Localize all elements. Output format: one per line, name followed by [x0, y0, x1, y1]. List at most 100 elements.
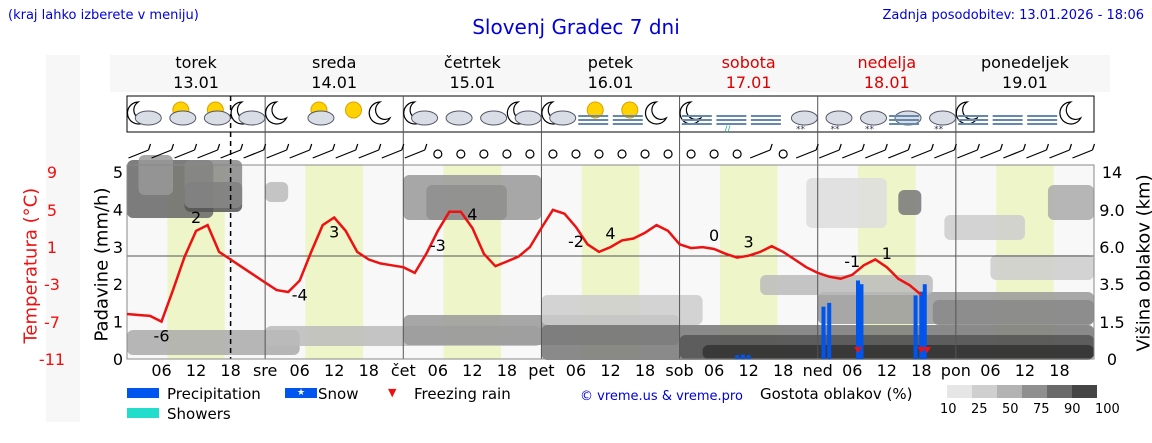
wind-barb-icon	[128, 149, 149, 159]
cloud-patch	[127, 330, 300, 355]
wind-barb-flag	[378, 143, 382, 151]
wind-barb-icon	[911, 149, 932, 159]
wind-barb-flag	[240, 143, 244, 151]
cloud-icon	[480, 110, 508, 126]
snow-star-icon: ★	[285, 388, 317, 398]
snow-cloud-icon: **	[790, 110, 818, 135]
wind-barb-flag	[1091, 143, 1096, 151]
x-tick-label: sre	[253, 361, 277, 380]
temperature-label: 2	[191, 208, 201, 227]
wind-barb-icon	[358, 149, 379, 159]
wind-calm-icon	[663, 149, 673, 159]
snow-cloud-icon: **	[929, 110, 957, 135]
wind-barb-icon	[749, 149, 771, 159]
moon-icon	[368, 101, 392, 125]
fog-sun-icon	[612, 101, 643, 125]
cloud-scale-label: 50	[1002, 402, 1019, 417]
cloud-scale-swatch	[947, 385, 972, 398]
temperature-tick: -11	[39, 350, 65, 369]
wind-calm-icon	[456, 149, 466, 159]
wind-barb-icon	[1072, 149, 1093, 159]
temperature-tick: 9	[47, 163, 57, 182]
x-tick-label: 06	[289, 361, 309, 380]
wind-barb-flag	[861, 143, 865, 151]
showers-swatch	[127, 408, 159, 418]
day-date: 18.01	[863, 73, 910, 92]
cloud-icon	[445, 110, 473, 126]
cloud-patch	[184, 160, 243, 208]
svg-text:**: **	[865, 125, 875, 135]
fog-icon	[992, 115, 1023, 125]
freezing-rain-marker	[854, 347, 863, 353]
snow-cloud-icon: **	[860, 110, 888, 135]
precipitation-tick: 2	[113, 275, 123, 294]
x-tick-label: 12	[462, 361, 482, 380]
plot-frame	[126, 164, 1095, 360]
cloud-patch	[138, 155, 174, 195]
wind-calm-icon	[571, 149, 581, 159]
x-tick-label: 06	[704, 361, 724, 380]
precipitation-bars	[735, 280, 932, 359]
location-menu-note: (kraj lahko izberete v meniju)	[8, 8, 199, 23]
temperature-label: -3	[982, 0, 998, 4]
wind-calm-icon	[686, 149, 696, 159]
temperature-label: -4	[1075, 0, 1091, 4]
sun-cloud-icon	[307, 101, 335, 126]
wind-barb-icon	[151, 149, 172, 159]
wind-calm-icon	[617, 149, 627, 159]
day-name: četrtek	[443, 53, 501, 72]
wind-barb-flag	[217, 143, 221, 151]
x-tick-label: 06	[980, 361, 1000, 380]
wind-barb-flag	[1068, 143, 1073, 151]
temperature-line	[126, 208, 923, 324]
fog-sun-icon	[578, 101, 609, 125]
temperature-tick: 5	[47, 201, 57, 220]
temperature-label: 4	[605, 224, 615, 243]
wind-barb-icon	[312, 149, 333, 159]
precipitation-bar	[913, 295, 918, 359]
x-tick-label: 18	[635, 361, 655, 380]
precipitation-tick: 5	[113, 163, 123, 182]
wind-calm-icon	[709, 149, 719, 159]
x-tick-label: 06	[842, 361, 862, 380]
day-date: 17.01	[725, 73, 772, 92]
moon-cloud-icon	[126, 101, 162, 126]
day-header-strip	[110, 55, 1110, 92]
x-tick-label: 18	[1049, 361, 1069, 380]
cloud-scale-swatch	[1072, 385, 1097, 398]
cloud-scale-label: 75	[1033, 402, 1050, 417]
x-tick-label: 12	[324, 361, 344, 380]
precipitation-bar	[740, 354, 745, 359]
wind-barb-icon	[980, 149, 1001, 159]
x-tick-label: 12	[738, 361, 758, 380]
wind-barb-flag	[838, 143, 842, 151]
cloud-patch	[1047, 185, 1094, 220]
wind-calm-icon	[594, 149, 604, 159]
x-tick-label: 18	[911, 361, 931, 380]
wind-barb-icon	[795, 149, 817, 159]
cloud-height-tick: 3.5	[1099, 275, 1124, 294]
precipitation-bar	[746, 355, 751, 359]
sun-cloud-icon	[169, 101, 197, 126]
wind-barb-icon	[1003, 149, 1024, 159]
day-date: 15.01	[449, 73, 496, 92]
left-axis-strip	[46, 55, 80, 422]
wind-barb-flag	[1022, 143, 1026, 151]
precipitation-bar	[735, 355, 740, 359]
wind-barb-icon	[1049, 149, 1070, 159]
moon-cloud-icon	[403, 101, 439, 126]
freezing-rain-legend-label: Freezing rain	[414, 385, 511, 403]
cloud-height-tick: 9.0	[1099, 201, 1124, 220]
cloud-scale-label: 10	[940, 402, 957, 417]
cloud-density-legend-label: Gostota oblakov (%)	[760, 385, 913, 403]
temperature-label: -2	[568, 232, 584, 251]
wind-barb-icon	[819, 149, 840, 159]
precipitation-axis-title: Padavine (mm/h)	[91, 187, 113, 342]
moon-fog-icon	[955, 101, 989, 125]
temperature-tick: -3	[44, 275, 60, 294]
x-tick-label: sob	[665, 361, 693, 380]
wind-barb-flag	[953, 143, 957, 151]
wind-barb-icon	[266, 149, 287, 159]
day-name: nedelja	[857, 53, 917, 72]
credit-link[interactable]: © vreme.us & vreme.pro	[580, 389, 743, 404]
